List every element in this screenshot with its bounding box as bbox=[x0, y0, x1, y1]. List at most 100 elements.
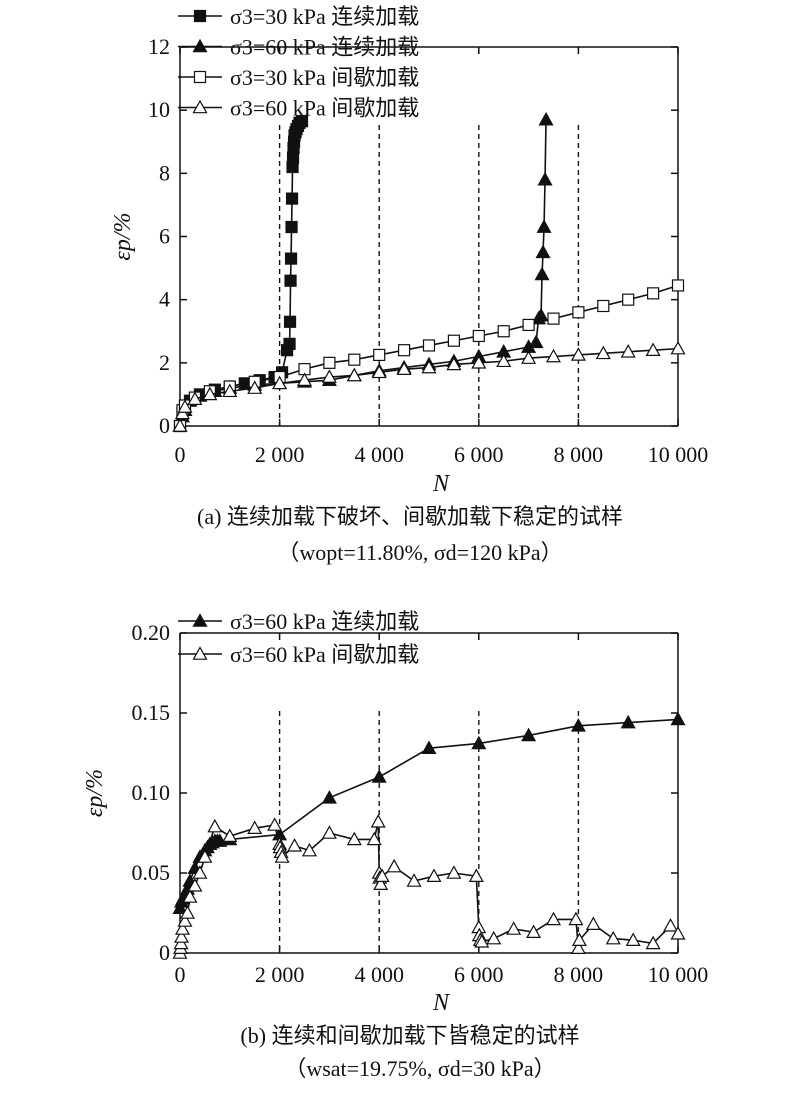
legend-marker-0 bbox=[192, 613, 208, 627]
data-point bbox=[547, 312, 560, 325]
series-line-1 bbox=[179, 119, 547, 427]
x-tick-label: 8 000 bbox=[554, 442, 604, 467]
data-point bbox=[533, 307, 549, 322]
legend-marker-0 bbox=[193, 9, 207, 23]
data-point bbox=[202, 386, 218, 401]
data-point bbox=[296, 372, 313, 387]
data-point bbox=[622, 293, 635, 306]
data-point bbox=[605, 930, 621, 945]
data-point bbox=[321, 825, 337, 839]
legend-label-2: σ3=30 kPa 间歇加载 bbox=[230, 65, 419, 90]
data-point bbox=[472, 329, 485, 343]
data-point bbox=[373, 348, 386, 362]
data-point bbox=[506, 921, 522, 935]
data-point bbox=[670, 926, 686, 940]
legend-label-3: σ3=60 kPa 间歇加载 bbox=[230, 96, 419, 121]
y-tick-label: 0.15 bbox=[132, 700, 171, 725]
data-point bbox=[528, 334, 544, 349]
x-tick-label: 8 000 bbox=[554, 962, 604, 987]
series-1 bbox=[172, 814, 686, 959]
data-point bbox=[285, 220, 298, 234]
data-point bbox=[295, 115, 309, 128]
legend-marker-2 bbox=[193, 70, 207, 84]
data-point bbox=[620, 714, 636, 729]
data-point bbox=[398, 344, 411, 357]
y-axis-title: εp/% bbox=[82, 769, 108, 817]
data-point bbox=[571, 932, 587, 947]
data-point bbox=[522, 318, 535, 332]
series-3 bbox=[172, 340, 686, 432]
data-point bbox=[645, 935, 661, 950]
data-point bbox=[323, 356, 336, 369]
data-point bbox=[585, 916, 601, 931]
x-tick-label: 10 000 bbox=[648, 962, 709, 987]
data-point bbox=[595, 345, 611, 360]
figure-caption-conditions: （wsat=19.75%, σd=30 kPa） bbox=[284, 1056, 555, 1081]
data-point bbox=[321, 790, 337, 804]
y-tick-label: 0.10 bbox=[132, 780, 171, 805]
panel-a: 0 2 4 6 8 10 12 0 2 000 4 000 6 000 8 000 10 000 Nεp/… bbox=[110, 4, 708, 565]
data-point bbox=[545, 348, 562, 363]
data-point bbox=[671, 279, 685, 292]
data-point bbox=[497, 325, 510, 338]
series-0 bbox=[172, 711, 686, 915]
data-point bbox=[173, 929, 190, 943]
data-point bbox=[284, 274, 297, 287]
data-point bbox=[222, 828, 238, 843]
y-axis-title: εp/% bbox=[110, 212, 136, 260]
data-point bbox=[247, 380, 263, 394]
data-point bbox=[421, 359, 437, 374]
data-point bbox=[471, 735, 487, 750]
data-point bbox=[207, 818, 223, 833]
y-tick-label: 10 bbox=[148, 97, 170, 122]
data-point bbox=[272, 375, 288, 390]
data-point bbox=[447, 334, 460, 347]
figure-caption: (b) 连续和间歇加载下皆稳定的试样 bbox=[240, 1023, 579, 1048]
data-point bbox=[526, 924, 542, 939]
data-point bbox=[187, 391, 203, 405]
data-point bbox=[468, 868, 484, 883]
data-point bbox=[535, 244, 551, 259]
y-tick-label: 4 bbox=[159, 287, 170, 312]
legend-marker-3 bbox=[192, 99, 208, 114]
data-point bbox=[267, 817, 283, 831]
data-point bbox=[446, 865, 462, 879]
legend-label-0: σ3=30 kPa 连续加载 bbox=[230, 4, 419, 29]
data-point bbox=[536, 219, 552, 233]
x-axis-title: N bbox=[432, 990, 451, 1016]
x-tick-label: 0 bbox=[175, 962, 186, 987]
x-axis-title: N bbox=[432, 471, 451, 497]
data-point bbox=[406, 873, 422, 887]
data-point bbox=[172, 418, 188, 432]
data-point bbox=[663, 918, 679, 932]
data-point bbox=[346, 831, 362, 846]
legend-label-1: σ3=60 kPa 连续加载 bbox=[230, 35, 419, 60]
data-point bbox=[212, 833, 228, 847]
figure-caption: (a) 连续加载下破坏、间歇加载下稳定的试样 bbox=[197, 504, 623, 529]
data-point bbox=[422, 339, 436, 352]
legend-marker-1 bbox=[192, 646, 208, 660]
data-point bbox=[625, 932, 641, 947]
data-point bbox=[285, 192, 299, 205]
data-point bbox=[486, 930, 502, 945]
data-point bbox=[426, 868, 442, 883]
data-point bbox=[371, 364, 387, 379]
data-point bbox=[283, 315, 297, 328]
data-point bbox=[670, 711, 686, 726]
data-point bbox=[247, 820, 263, 835]
y-tick-label: 6 bbox=[159, 224, 170, 249]
legend-marker-1 bbox=[192, 38, 208, 53]
data-point bbox=[570, 347, 586, 361]
data-point bbox=[371, 769, 387, 783]
data-point bbox=[496, 353, 512, 368]
y-tick-label: 0.20 bbox=[132, 620, 171, 645]
data-point bbox=[373, 876, 389, 891]
data-point bbox=[274, 849, 290, 863]
data-point bbox=[446, 356, 462, 371]
figure-caption-conditions: （wopt=11.80%, σd=120 kPa） bbox=[277, 540, 562, 565]
x-tick-label: 4 000 bbox=[354, 442, 404, 467]
data-point bbox=[283, 337, 296, 350]
data-point bbox=[570, 718, 586, 732]
data-point bbox=[179, 905, 195, 919]
